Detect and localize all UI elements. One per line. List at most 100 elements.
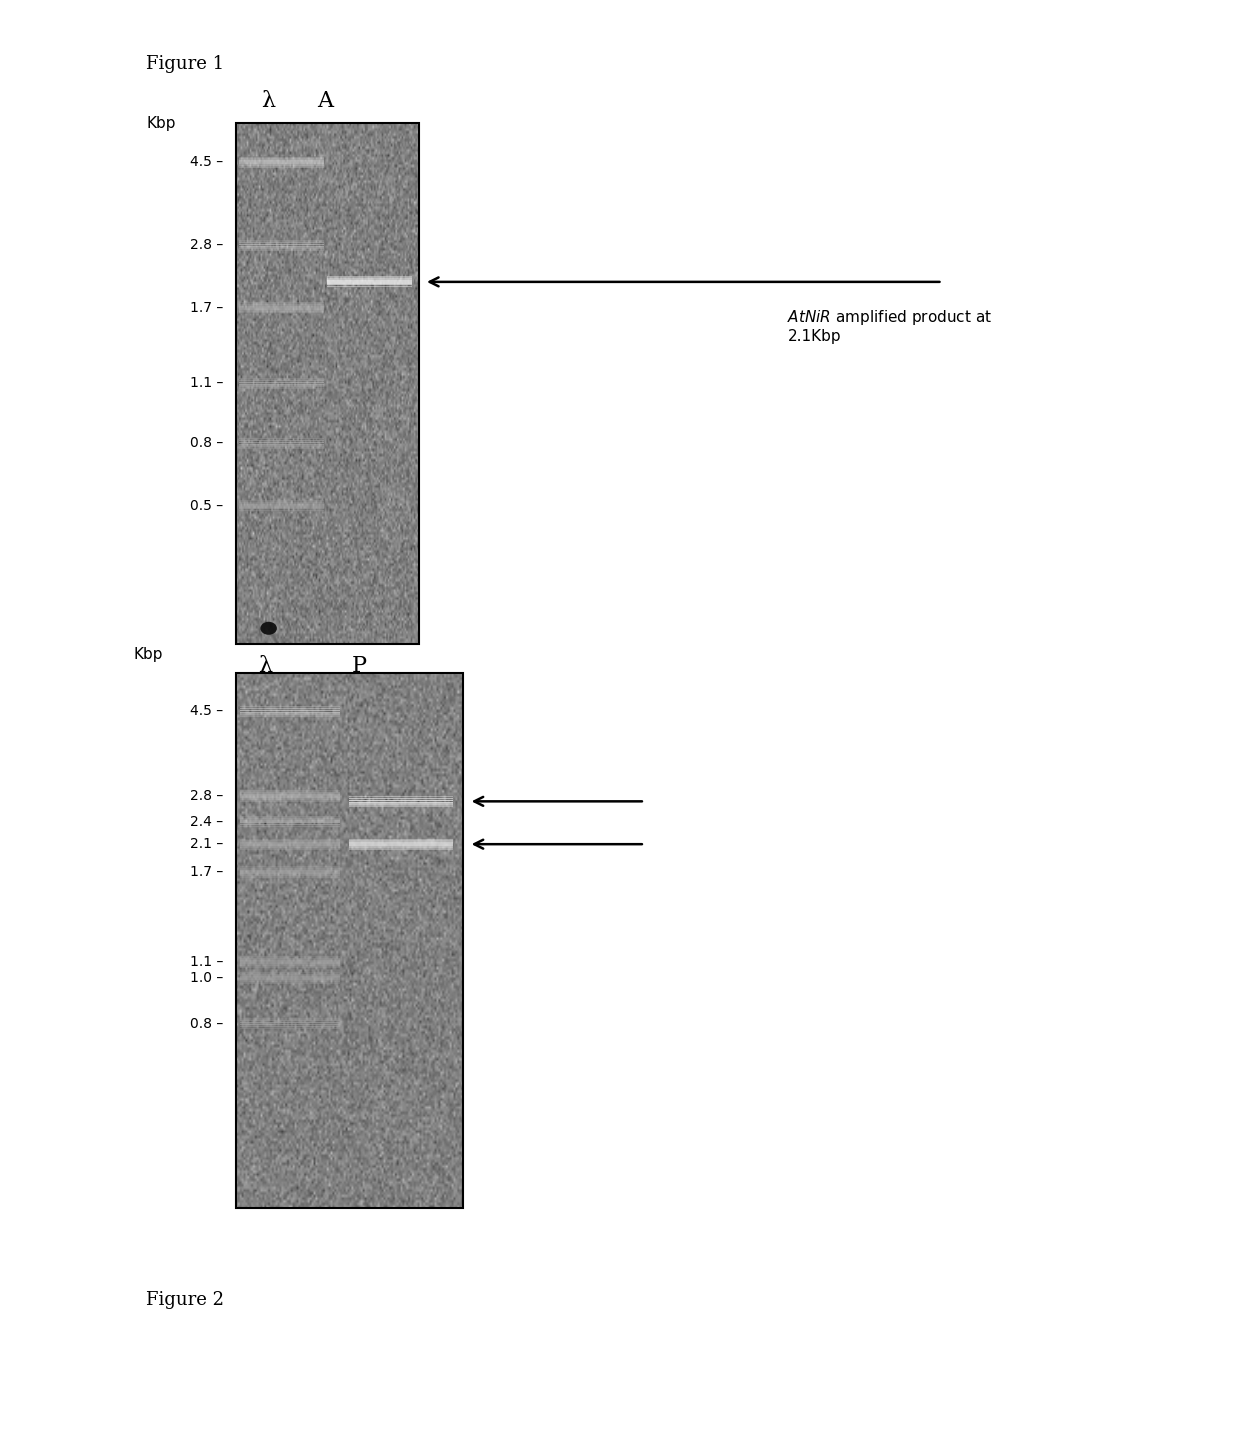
Bar <box>350 845 454 846</box>
Bar <box>241 706 340 708</box>
Bar <box>239 504 324 505</box>
Bar <box>241 839 340 841</box>
Bar <box>241 845 340 846</box>
Bar <box>239 438 324 440</box>
Bar <box>239 240 324 242</box>
Bar <box>350 839 454 841</box>
Bar <box>241 978 340 980</box>
Ellipse shape <box>260 622 277 635</box>
Bar <box>241 816 340 818</box>
Text: P: P <box>352 655 367 677</box>
Bar <box>239 166 324 168</box>
Text: 0.8 –: 0.8 – <box>190 437 223 450</box>
Bar <box>239 388 324 389</box>
Bar <box>239 383 324 385</box>
Bar <box>239 313 324 314</box>
Bar <box>239 164 324 165</box>
Bar <box>241 818 340 819</box>
Bar <box>241 790 340 792</box>
Text: 2.4 –: 2.4 – <box>190 815 223 829</box>
Bar <box>327 278 412 279</box>
Text: 1.1 –: 1.1 – <box>190 955 223 969</box>
Bar <box>350 797 454 799</box>
Bar <box>239 162 324 164</box>
Bar <box>241 962 340 964</box>
Text: 2.8 –: 2.8 – <box>190 789 223 803</box>
Bar <box>241 800 340 802</box>
Bar <box>239 378 324 379</box>
Bar <box>241 826 340 828</box>
Bar <box>241 1027 340 1029</box>
Bar <box>236 123 419 644</box>
Bar <box>239 385 324 386</box>
Text: 0.8 –: 0.8 – <box>190 1017 223 1030</box>
Bar <box>350 842 454 844</box>
Bar <box>239 508 324 509</box>
Bar <box>241 1023 340 1026</box>
Bar <box>241 793 340 794</box>
Bar <box>327 282 412 284</box>
Bar <box>350 796 454 797</box>
Text: A: A <box>317 90 332 111</box>
Bar <box>239 447 324 449</box>
Bar <box>350 803 454 805</box>
Bar <box>239 159 324 161</box>
Bar <box>241 799 340 800</box>
Bar <box>327 284 412 285</box>
Text: 2.1 –: 2.1 – <box>190 838 223 851</box>
Bar <box>241 841 340 842</box>
Bar <box>239 308 324 310</box>
Text: λ: λ <box>258 655 273 677</box>
Bar <box>239 246 324 247</box>
Bar <box>239 381 324 382</box>
Text: $\it{AtNiR}$ amplified product at
2.1Kbp: $\it{AtNiR}$ amplified product at 2.1Kbp <box>787 308 992 344</box>
Bar <box>239 441 324 443</box>
Bar <box>241 983 340 984</box>
Bar <box>239 302 324 304</box>
Bar <box>241 958 340 959</box>
Text: 4.5 –: 4.5 – <box>190 705 223 718</box>
Text: Figure 1: Figure 1 <box>146 55 224 72</box>
Bar <box>241 846 340 848</box>
Bar <box>241 842 340 844</box>
Bar <box>239 161 324 162</box>
Text: 2.8 –: 2.8 – <box>190 239 223 252</box>
Bar <box>239 247 324 249</box>
Bar <box>241 956 340 958</box>
Bar <box>239 502 324 504</box>
Bar <box>239 307 324 308</box>
Bar <box>241 1026 340 1027</box>
Bar <box>236 673 463 1208</box>
Bar <box>241 796 340 797</box>
Bar <box>239 382 324 383</box>
Text: 1.7 –: 1.7 – <box>190 865 223 878</box>
Bar <box>241 868 340 870</box>
Text: 1.0 –: 1.0 – <box>190 971 223 985</box>
Text: Kbp: Kbp <box>134 647 164 661</box>
Bar <box>350 800 454 802</box>
Text: Figure 2: Figure 2 <box>146 1291 224 1308</box>
Bar <box>241 967 340 968</box>
Bar <box>241 713 340 715</box>
Bar <box>241 715 340 718</box>
Bar <box>239 444 324 446</box>
Text: 1.7 –: 1.7 – <box>190 301 223 315</box>
Bar <box>241 708 340 709</box>
Bar <box>239 446 324 447</box>
Bar <box>327 276 412 278</box>
Bar <box>350 806 454 807</box>
Bar <box>241 977 340 978</box>
Bar <box>241 1017 340 1020</box>
Bar <box>350 841 454 842</box>
Bar <box>241 972 340 974</box>
Bar <box>327 281 412 282</box>
Bar <box>241 873 340 874</box>
Text: 4.5 –: 4.5 – <box>190 155 223 169</box>
Bar <box>239 509 324 511</box>
Bar <box>239 242 324 243</box>
Bar <box>241 820 340 822</box>
Bar <box>241 964 340 965</box>
Bar <box>241 712 340 713</box>
Bar <box>241 875 340 878</box>
Bar <box>350 848 454 849</box>
